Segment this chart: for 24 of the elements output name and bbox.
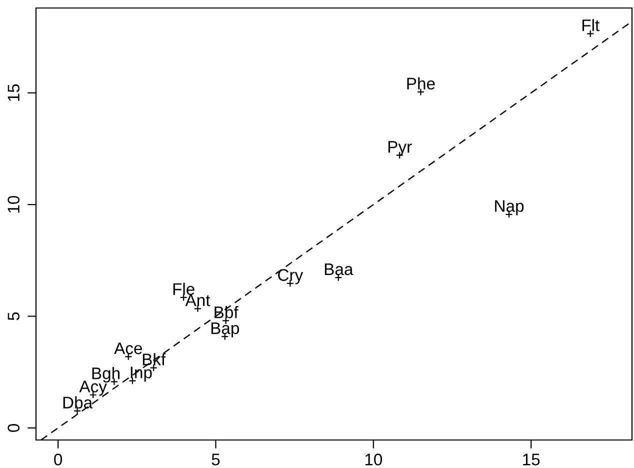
annotation: Bkf — [142, 353, 166, 366]
y-tick-label: 0 — [8, 424, 20, 432]
y-tick-label: 5 — [8, 312, 20, 320]
annotation: Fle — [173, 282, 194, 296]
annotation: Inp — [130, 366, 152, 382]
annotation: Acy — [79, 380, 107, 396]
x-tick-label: 0 — [54, 454, 62, 466]
annotation: Baa — [324, 264, 354, 276]
annotation: Bbf — [214, 306, 238, 318]
x-tick-label: 10 — [365, 454, 382, 466]
annotation: Cry — [278, 269, 304, 284]
annotation: Ace — [114, 342, 142, 354]
annotation: Dba — [63, 396, 93, 408]
annotation: Phe — [407, 77, 435, 90]
annotation: Flt — [582, 18, 600, 32]
annotation: Bgh — [92, 366, 120, 383]
y-tick-label: 15 — [8, 84, 20, 101]
annotation: Pyr — [388, 141, 412, 156]
annotation: Bap — [211, 322, 240, 338]
y-tick-label: 10 — [8, 196, 20, 213]
x-tick-label: 5 — [212, 454, 220, 466]
x-tick-label: 15 — [523, 454, 540, 466]
annotation: Ant — [185, 294, 210, 306]
annotation: Nap — [495, 200, 524, 216]
